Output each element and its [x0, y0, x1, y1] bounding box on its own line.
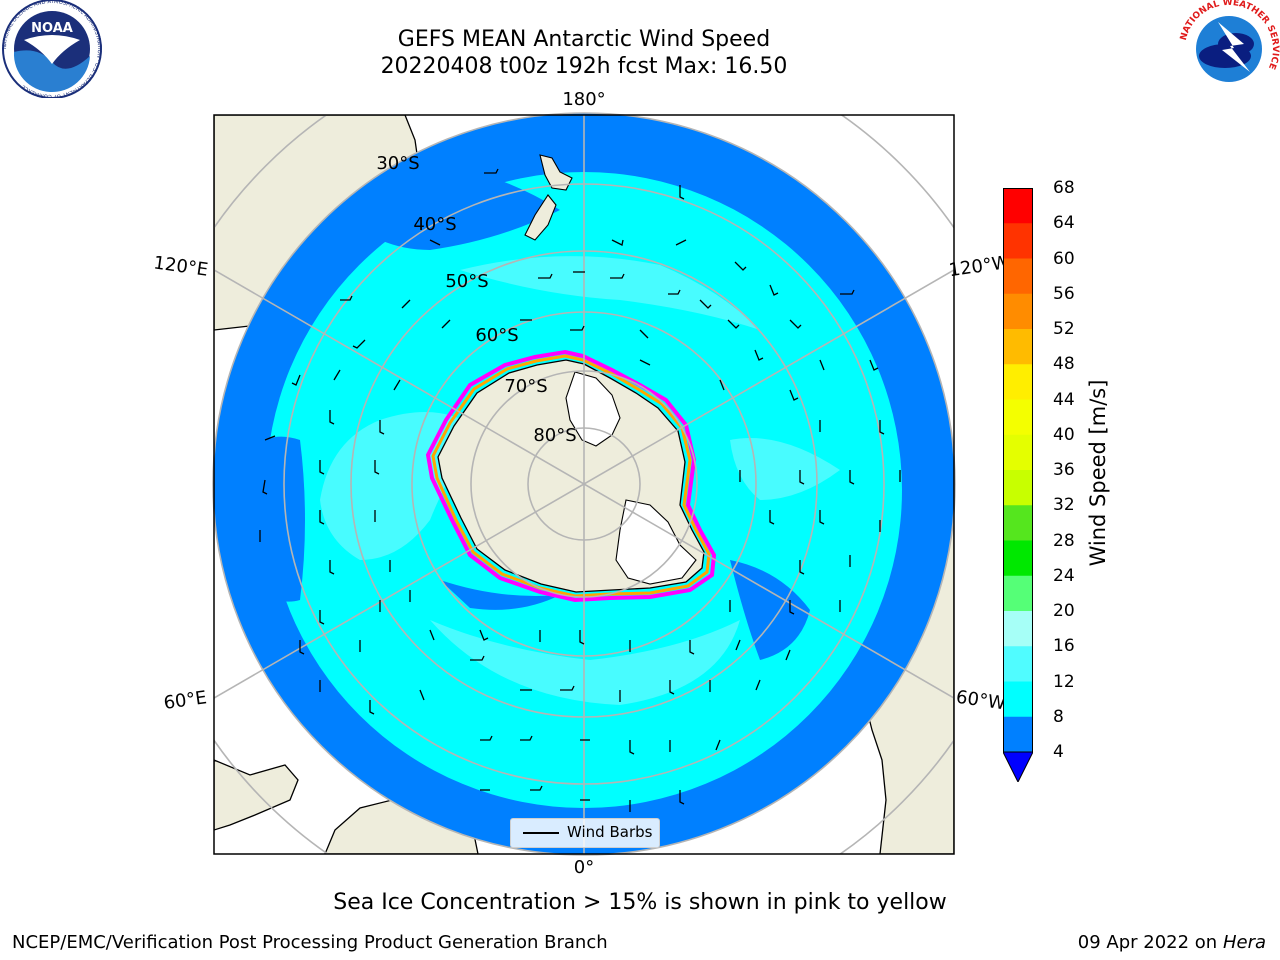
lon-label-0: 0° — [574, 857, 594, 878]
weddell-ice-shelf — [615, 499, 697, 585]
machine-name: Hera — [1222, 932, 1266, 953]
lon-label-180: 180° — [562, 89, 605, 110]
sea-ice-note: Sea Ice Concentration > 15% is shown in … — [333, 890, 947, 915]
colorbar-bin — [1003, 716, 1033, 753]
lon-label-60e: 60°E — [162, 687, 208, 714]
colorbar-label: Wind Speed [m/s] — [1086, 379, 1110, 567]
colorbar-tick-label: 40 — [1053, 424, 1075, 445]
colorbar-tick-label: 64 — [1053, 213, 1075, 234]
colorbar-tick-label: 36 — [1053, 460, 1075, 480]
lat-label-70s: 70°S — [504, 376, 547, 397]
lon-label-60w: 60°W — [955, 687, 1007, 715]
colorbar-bin — [1003, 434, 1033, 471]
colorbar-bin — [1003, 223, 1033, 259]
colorbar-bin — [1003, 399, 1033, 436]
chart-subtitle: 20220408 t00z 192h fcst Max: 16.50 — [380, 54, 788, 79]
colorbar-tick-label: 20 — [1053, 601, 1075, 621]
colorbar-tick-label: 8 — [1053, 706, 1064, 727]
colorbar-tick-label: 12 — [1053, 671, 1075, 692]
map-legend: Wind Barbs — [510, 818, 660, 848]
colorbar-tick-label: 28 — [1053, 530, 1075, 551]
colorbar-tick-label: 16 — [1053, 636, 1075, 657]
colorbar-tick-label: 24 — [1053, 565, 1075, 586]
africa-land — [214, 759, 299, 831]
lon-label-120w: 120°W — [947, 252, 1011, 281]
lat-label-50s: 50°S — [445, 271, 488, 292]
colorbar-bin — [1003, 188, 1033, 224]
wind-barb-legend-line — [523, 832, 559, 834]
colorbar-bin — [1003, 293, 1033, 330]
lon-label-120e: 120°E — [152, 252, 209, 280]
colorbar-tick-label: 52 — [1053, 319, 1075, 339]
colorbar-bin — [1003, 364, 1033, 400]
colorbar-bin — [1003, 575, 1033, 612]
colorbar-bin — [1003, 470, 1033, 506]
noaa-text: NOAA — [31, 21, 73, 36]
run-date: 09 Apr 2022 on Hera — [1078, 932, 1266, 953]
noaa-logo: NATIONAL OCEANIC AND ATMOSPHERIC ADMINIS… — [2, 0, 102, 98]
nws-logo: NATIONAL WEATHER SERVICE — [1179, 0, 1280, 97]
colorbar-tick-label: 68 — [1053, 178, 1075, 198]
wind-barbs — [259, 168, 901, 812]
colorbar-tick-label: 56 — [1053, 283, 1075, 304]
map-frame — [213, 114, 955, 855]
chart-title: GEFS MEAN Antarctic Wind Speed — [397, 27, 771, 52]
legend-label: Wind Barbs — [567, 823, 653, 841]
colorbar-bin — [1003, 646, 1033, 682]
colorbar-tick-label: 44 — [1053, 389, 1075, 410]
colorbar-bin — [1003, 681, 1033, 718]
branch-credit: NCEP/EMC/Verification Post Processing Pr… — [12, 932, 608, 953]
lat-label-60s: 60°S — [475, 325, 518, 346]
lat-label-40s: 40°S — [413, 214, 456, 235]
colorbar-bin — [1003, 611, 1033, 647]
graticule — [212, 112, 956, 856]
sea-ice-edge — [425, 349, 717, 603]
colorbar-bin — [1003, 258, 1033, 295]
colorbar-bin — [1003, 540, 1033, 577]
colorbar-under-arrow — [1003, 751, 1033, 782]
colorbar-tick-label: 4 — [1053, 742, 1064, 762]
colorbar-tick-label: 32 — [1053, 495, 1075, 516]
colorbar-tick-label: 60 — [1053, 248, 1075, 269]
lat-label-80s: 80°S — [533, 425, 576, 446]
colorbar — [1003, 188, 1033, 782]
run-date-text: 09 Apr 2022 on — [1077, 932, 1223, 953]
lat-label-30s: 30°S — [376, 153, 419, 174]
colorbar-bin — [1003, 329, 1033, 365]
colorbar-tick-label: 48 — [1053, 354, 1075, 375]
colorbar-bin — [1003, 505, 1033, 541]
